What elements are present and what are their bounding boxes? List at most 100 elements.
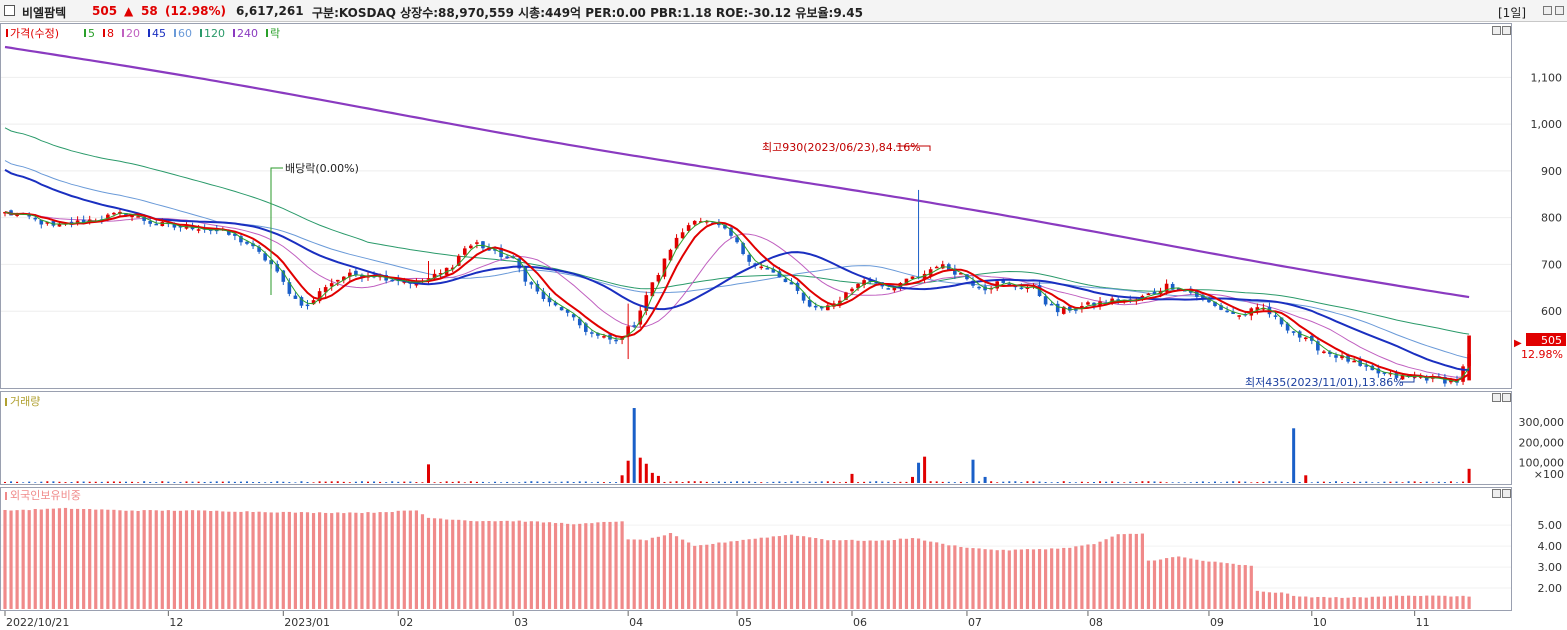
volume-bar <box>1413 481 1416 483</box>
foreign-bar <box>584 523 588 609</box>
volume-bar <box>1147 481 1150 483</box>
foreign-bar <box>1376 596 1380 609</box>
candle-body <box>741 243 745 255</box>
foreign-bar <box>275 512 279 609</box>
x-tick-label: 09 <box>1210 616 1224 629</box>
volume-bar <box>1298 481 1301 483</box>
volume-bar <box>1353 481 1356 483</box>
candle-body <box>632 325 636 327</box>
foreign-bar <box>227 511 231 609</box>
foreign-bar <box>1364 597 1368 609</box>
volume-bar <box>360 481 363 483</box>
foreign-pane-close-button[interactable] <box>1502 489 1511 498</box>
foreign-bar <box>287 511 291 609</box>
candle-body <box>668 249 673 261</box>
candle-body <box>1055 303 1060 313</box>
foreign-bar <box>705 544 709 609</box>
volume-pane-close-button[interactable] <box>1502 393 1511 402</box>
candle-body <box>910 276 915 279</box>
foreign-bar <box>1328 597 1332 609</box>
select-checkbox[interactable] <box>4 5 15 16</box>
volume-bar <box>1292 428 1296 483</box>
volume-bar <box>1171 482 1174 483</box>
candle-body <box>826 305 830 311</box>
volume-pane-minimize-button[interactable] <box>1492 393 1501 402</box>
foreign-pane[interactable] <box>0 487 1512 611</box>
volume-bar <box>857 482 860 483</box>
close-button[interactable] <box>1555 6 1564 15</box>
volume-bar <box>1086 482 1089 483</box>
candle-body <box>977 286 981 289</box>
volume-bar <box>1341 482 1344 483</box>
volume-bar <box>415 482 418 483</box>
candle-body <box>813 305 818 308</box>
volume-bar <box>983 476 987 483</box>
volume-bar <box>421 482 424 483</box>
volume-bar <box>1359 481 1362 483</box>
ma8-line <box>4 211 1470 382</box>
x-tick-label: 08 <box>1089 616 1103 629</box>
price-pane[interactable] <box>0 23 1512 389</box>
foreign-bar <box>941 543 945 609</box>
price-tick-label: 800 <box>1541 212 1562 225</box>
volume-bar <box>1026 481 1029 483</box>
candle-body <box>1061 306 1066 314</box>
candle-body <box>33 217 38 220</box>
volume-bar <box>451 481 454 483</box>
foreign-bar <box>523 521 527 609</box>
volume-bar <box>427 464 430 483</box>
volume-bar <box>312 482 315 483</box>
volume-bar <box>1111 481 1114 483</box>
foreign-bar <box>1007 550 1011 609</box>
volume-bar <box>64 482 67 483</box>
candle-body <box>565 309 570 313</box>
price-pane-minimize-button[interactable] <box>1492 26 1501 35</box>
foreign-bar <box>184 510 189 609</box>
foreign-bar <box>402 510 406 609</box>
period-selector[interactable]: [1일] <box>1498 6 1527 20</box>
volume-bar <box>70 482 73 483</box>
foreign-bar <box>1056 548 1060 609</box>
foreign-bar <box>711 543 715 609</box>
foreign-bar <box>88 509 92 609</box>
foreign-bar <box>880 540 884 609</box>
foreign-bar <box>311 513 316 609</box>
foreign-pane-minimize-button[interactable] <box>1492 489 1501 498</box>
foreign-bar <box>178 510 183 609</box>
foreign-bar <box>1455 596 1459 609</box>
candle-body <box>305 304 310 307</box>
price-pane-close-button[interactable] <box>1502 26 1511 35</box>
foreign-bar <box>469 520 473 609</box>
candle-body <box>1424 378 1429 381</box>
volume-bar <box>899 481 902 483</box>
volume-bar <box>34 482 37 483</box>
candle-body <box>674 237 679 249</box>
volume-tick-label: 200,000 <box>1519 436 1565 449</box>
volume-bar <box>832 481 835 483</box>
x-tick-label: 05 <box>738 616 752 629</box>
volume-pane[interactable] <box>0 391 1512 485</box>
volume-bar <box>620 475 624 483</box>
foreign-bar <box>1449 596 1453 609</box>
foreign-bar <box>209 511 213 609</box>
foreign-bar <box>965 547 969 609</box>
foreign-bar <box>729 541 733 609</box>
minimize-button[interactable] <box>1543 6 1552 15</box>
low-arrow <box>1400 377 1415 383</box>
volume-bar <box>137 482 140 483</box>
foreign-bar <box>1001 549 1005 609</box>
foreign-bar <box>15 510 19 609</box>
candle-body <box>692 220 697 225</box>
foreign-bar <box>638 539 642 609</box>
foreign-bar <box>124 510 128 609</box>
candle-body <box>208 229 213 231</box>
change-arrow-icon: ▲ <box>124 4 134 18</box>
volume-bar <box>1201 481 1204 483</box>
candle-body <box>311 300 316 305</box>
foreign-bar <box>1037 549 1042 609</box>
candle-body <box>771 268 776 273</box>
candle-body <box>777 271 782 278</box>
candle-body <box>717 222 721 226</box>
foreign-bar <box>735 540 739 609</box>
